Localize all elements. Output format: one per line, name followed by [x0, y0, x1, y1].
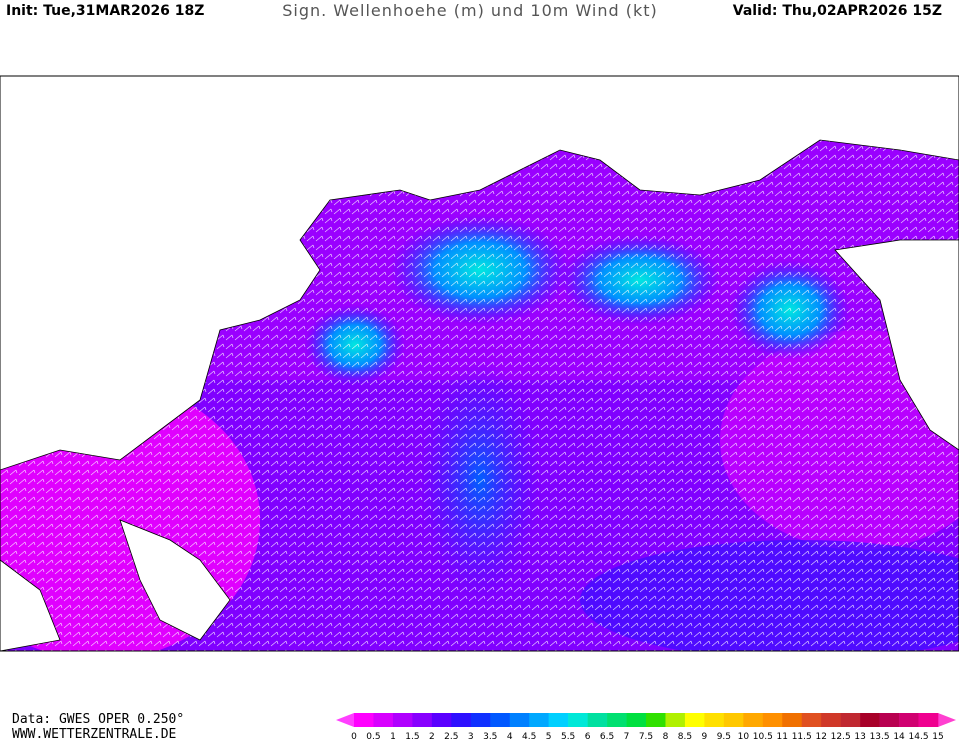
colorbar-box: [607, 713, 627, 727]
colorbar-label: 7.5: [639, 732, 653, 741]
colorbar-label: 6: [585, 732, 591, 741]
colorbar-box: [509, 713, 530, 727]
colorbar-box: [762, 713, 783, 727]
init-text: Init: Tue,31MAR2026 18Z: [6, 3, 204, 19]
colorbar-label: 3.5: [483, 732, 497, 741]
colorbar-label: 4.5: [522, 732, 536, 741]
map-frame: [0, 75, 959, 652]
colorbar-label: 1.5: [405, 732, 419, 741]
colorbar-label: 14: [893, 732, 905, 741]
colorbar-box: [899, 713, 919, 727]
colorbar-box: [451, 713, 472, 727]
colorbar-box: [879, 713, 900, 727]
colorbar-label: 5: [546, 732, 552, 741]
colorbar-over: [938, 713, 956, 727]
colorbar-label: 9.5: [717, 732, 731, 741]
colorbar-box: [373, 713, 394, 727]
colorbar-box: [529, 713, 549, 727]
colorbar-label: 2: [429, 732, 435, 741]
colorbar-box: [704, 713, 725, 727]
colorbar-box: [431, 713, 452, 727]
colorbar-box: [354, 713, 374, 727]
colorbar-label: 10: [738, 732, 750, 741]
colorbar-box: [392, 713, 413, 727]
map: [0, 76, 959, 651]
map-title: Sign. Wellenhoehe (m) und 10m Wind (kt): [282, 1, 658, 20]
colorbar-box: [801, 713, 822, 727]
valid-text: Valid: Thu,02APR2026 15Z: [733, 3, 942, 19]
colorbar-label: 1: [390, 732, 396, 741]
colorbar-box: [743, 713, 764, 727]
colorbar-label: 5.5: [561, 732, 575, 741]
colorbar-box: [918, 713, 939, 727]
colorbar-label: 12: [815, 732, 826, 741]
colorbar-label: 9: [702, 732, 708, 741]
colorbar-box: [665, 713, 686, 727]
colorbar-label: 4: [507, 732, 513, 741]
colorbar-box: [626, 713, 647, 727]
colorbar-label: 0: [351, 732, 357, 741]
colorbar-box: [490, 713, 511, 727]
colorbar-label: 7: [624, 732, 630, 741]
colorbar-box: [412, 713, 433, 727]
colorbar-label: 6.5: [600, 732, 614, 741]
colorbar: 0 0.5 1 1.5 2 2.5 3 3.5 4 4.5 5 5.5 6 6.5 7 7.5 8 8.5 9 9.5…: [336, 713, 956, 741]
colorbar-under: [336, 713, 354, 727]
website: WWW.WETTERZENTRALE.DE: [12, 727, 176, 741]
colorbar-label: 11.5: [792, 732, 812, 741]
colorbar-label: 13: [854, 732, 865, 741]
colorbar-label: 8: [663, 732, 669, 741]
colorbar-box: [470, 713, 491, 727]
colorbar-label: 10.5: [753, 732, 773, 741]
colorbar-label: 12.5: [831, 732, 851, 741]
colorbar-box: [568, 713, 588, 727]
colorbar-label: 11: [777, 732, 788, 741]
colorbar-label: 3: [468, 732, 474, 741]
colorbar-box: [860, 713, 880, 727]
data-source: Data: GWES OPER 0.250°: [12, 712, 184, 727]
colorbar-box: [723, 713, 744, 727]
colorbar-box: [821, 713, 841, 727]
colorbar-label: 0.5: [366, 732, 380, 741]
colorbar-box: [684, 713, 705, 727]
colorbar-label: 14.5: [909, 732, 929, 741]
colorbar-box: [548, 713, 569, 727]
colorbar-box: [587, 713, 608, 727]
colorbar-label: 2.5: [444, 732, 458, 741]
colorbar-label: 15: [932, 732, 943, 741]
colorbar-label: 8.5: [678, 732, 692, 741]
colorbar-box: [646, 713, 666, 727]
colorbar-box: [840, 713, 861, 727]
colorbar-label: 13.5: [870, 732, 890, 741]
colorbar-box: [782, 713, 803, 727]
